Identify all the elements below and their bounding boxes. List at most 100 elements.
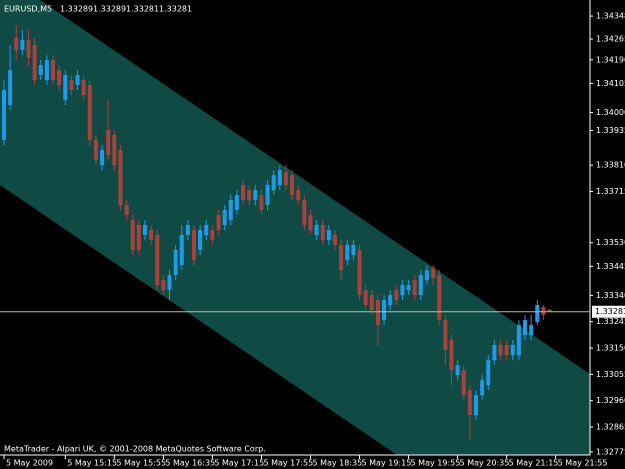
candle-body xyxy=(173,249,178,276)
x-tick-label: 5 May 18:35 xyxy=(312,459,362,468)
symbol-title: EURUSD,M5 xyxy=(4,5,52,14)
candle-body xyxy=(228,200,233,221)
x-tick-label: 5 May 15:55 xyxy=(116,459,166,468)
x-tick-label: 5 May 19:55 xyxy=(411,459,461,468)
y-tick-label: 1.33340 xyxy=(596,291,625,300)
y-tick-label: 1.33445 xyxy=(596,262,625,271)
candle-body xyxy=(290,175,295,196)
candle-body xyxy=(118,149,123,206)
candle-body xyxy=(388,295,393,306)
candle-body xyxy=(529,325,534,336)
y-tick-label: 1.34190 xyxy=(596,55,625,64)
y-tick-label: 1.34265 xyxy=(596,35,625,44)
candle-body xyxy=(375,300,380,326)
y-tick-label: 1.32960 xyxy=(596,396,625,405)
candle-body xyxy=(449,340,454,371)
candle-body xyxy=(87,85,92,140)
candle-body xyxy=(222,210,227,226)
candle-body xyxy=(308,215,313,230)
candle-body xyxy=(198,229,203,250)
candle-body xyxy=(51,60,56,81)
candle-body xyxy=(234,195,239,211)
candle-body xyxy=(492,344,497,361)
candle-body xyxy=(467,390,472,416)
candle-body xyxy=(149,229,154,240)
candle-body xyxy=(535,305,540,322)
candle-body xyxy=(38,65,43,76)
candle-body xyxy=(510,344,515,356)
candle-body xyxy=(351,244,356,256)
candle-body xyxy=(210,229,215,240)
candle-body xyxy=(26,39,31,58)
candle-body xyxy=(20,39,25,50)
x-tick-label: 5 May 21:15 xyxy=(509,459,559,468)
candle-body xyxy=(32,44,37,81)
candle-body xyxy=(400,285,405,296)
candle-body xyxy=(204,225,209,235)
candle-body xyxy=(130,220,135,250)
candle-body xyxy=(332,234,337,245)
candle-body xyxy=(424,270,429,281)
y-tick-label: 1.34348 xyxy=(596,12,625,21)
x-tick-label: 5 May 21:55 xyxy=(558,459,608,468)
y-tick-label: 1.33055 xyxy=(596,370,625,379)
candle-body xyxy=(44,60,49,81)
candle-body xyxy=(142,225,147,235)
candle-body xyxy=(1,90,6,140)
candle-body xyxy=(541,307,546,316)
x-tick-label: 5 May 2009 xyxy=(6,459,53,468)
candle-body xyxy=(112,134,117,166)
candle-body xyxy=(75,75,80,86)
candle-body xyxy=(271,175,276,191)
candle-body xyxy=(455,365,460,376)
y-tick-label: 1.33245 xyxy=(596,317,625,326)
candle-body xyxy=(192,229,197,261)
candle-body xyxy=(473,395,478,416)
candle-body xyxy=(216,215,221,230)
price-label-box xyxy=(592,305,625,318)
candle-body xyxy=(185,225,190,235)
candle-body xyxy=(498,344,503,356)
x-tick-label: 5 May 17:15 xyxy=(214,459,264,468)
candle-body xyxy=(369,295,374,311)
candle-body xyxy=(357,249,362,296)
candle-body xyxy=(314,225,319,235)
candle-body xyxy=(516,325,521,356)
candle-body xyxy=(93,139,98,161)
candle-body xyxy=(443,320,448,350)
y-tick-label: 1.34000 xyxy=(596,108,625,117)
candle-body xyxy=(326,229,331,240)
candle-body xyxy=(106,129,111,156)
x-tick-label: 5 May 17:55 xyxy=(263,459,313,468)
candle-body xyxy=(547,309,552,312)
candle-body xyxy=(161,280,166,291)
candle-body xyxy=(124,205,129,216)
candle-body xyxy=(461,370,466,396)
y-tick-label: 1.33150 xyxy=(596,344,625,353)
header-value: 1.33289 xyxy=(60,5,93,14)
candle-body xyxy=(57,70,62,86)
candle-body xyxy=(8,70,13,106)
candle-body xyxy=(382,300,387,321)
header-value: 1.33281 xyxy=(126,5,159,14)
candle-body xyxy=(277,170,282,186)
candle-body xyxy=(418,275,423,296)
candle-body xyxy=(523,320,528,336)
candle-body xyxy=(100,149,105,166)
copyright: MetaTrader - Alpari UK, © 2001-2008 Meta… xyxy=(4,445,266,454)
x-tick-label: 5 May 16:35 xyxy=(165,459,215,468)
candle-body xyxy=(486,360,491,386)
candle-body xyxy=(302,200,307,226)
header-value: 1.33289 xyxy=(93,5,126,14)
candle-body xyxy=(504,344,509,356)
candle-body xyxy=(253,190,258,201)
candle-body xyxy=(431,267,436,279)
price-label: 1.33281 xyxy=(595,307,625,316)
candle-body xyxy=(339,244,344,271)
candle-body xyxy=(136,225,141,250)
candle-body xyxy=(81,80,86,96)
candle-body xyxy=(247,190,252,201)
candle-body xyxy=(63,75,68,101)
